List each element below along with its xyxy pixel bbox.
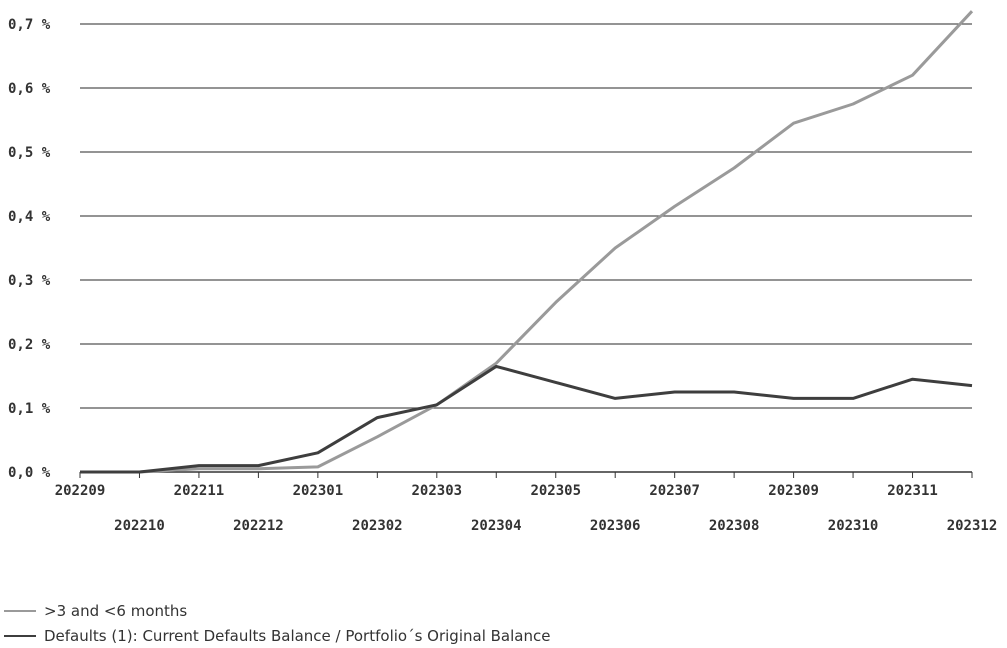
legend-item-series-1: >3 and <6 months bbox=[4, 598, 550, 623]
legend-item-series-2: Defaults (1): Current Defaults Balance /… bbox=[4, 623, 550, 648]
x-tick-label: 202211 bbox=[174, 483, 225, 499]
x-tick-label: 202312 bbox=[947, 518, 998, 534]
x-tick-label: 202305 bbox=[530, 483, 581, 499]
x-tick-label: 202301 bbox=[293, 483, 344, 499]
x-axis: 202209 202210 202211 202212 202301 202302 2023… bbox=[55, 472, 998, 534]
series-line-1 bbox=[80, 10, 974, 474]
y-tick-label: 0,3 % bbox=[8, 273, 51, 289]
line-chart: 0,0 % 0,1 % 0,2 % 0,3 % 0,4 % 0,5 % 0,6 % 0,7 %… bbox=[8, 10, 998, 534]
legend-swatch-series-1 bbox=[4, 609, 36, 612]
x-tick-label: 202209 bbox=[55, 483, 106, 499]
x-tick-label: 202306 bbox=[590, 518, 641, 534]
y-tick-label: 0,2 % bbox=[8, 337, 51, 353]
x-tick-label: 202302 bbox=[352, 518, 403, 534]
x-tick-label: 202308 bbox=[709, 518, 760, 534]
y-tick-label: 0,1 % bbox=[8, 401, 51, 417]
legend-label-series-1: >3 and <6 months bbox=[44, 601, 188, 620]
x-tick-label: 202303 bbox=[412, 483, 463, 499]
y-tick-label: 0,6 % bbox=[8, 81, 51, 97]
y-axis-ticks: 0,0 % 0,1 % 0,2 % 0,3 % 0,4 % 0,5 % 0,6 % 0,7 % bbox=[8, 17, 51, 481]
y-tick-label: 0,0 % bbox=[8, 465, 51, 481]
x-tick-label: 202310 bbox=[828, 518, 879, 534]
x-tick-label: 202311 bbox=[887, 483, 938, 499]
y-tick-label: 0,7 % bbox=[8, 17, 51, 33]
gridlines bbox=[80, 23, 972, 473]
legend: >3 and <6 months Defaults (1): Current D… bbox=[4, 598, 550, 648]
x-tick-label: 202304 bbox=[471, 518, 522, 534]
series-lines bbox=[80, 10, 974, 474]
legend-label-series-2: Defaults (1): Current Defaults Balance /… bbox=[44, 626, 551, 645]
legend-swatch-series-2 bbox=[4, 634, 36, 637]
x-tick-label: 202210 bbox=[114, 518, 165, 534]
x-tick-label: 202309 bbox=[768, 483, 819, 499]
series-line-2 bbox=[80, 364, 973, 474]
x-tick-label: 202212 bbox=[233, 518, 284, 534]
x-tick-label: 202307 bbox=[649, 483, 700, 499]
y-tick-label: 0,4 % bbox=[8, 209, 51, 225]
y-tick-label: 0,5 % bbox=[8, 145, 51, 161]
